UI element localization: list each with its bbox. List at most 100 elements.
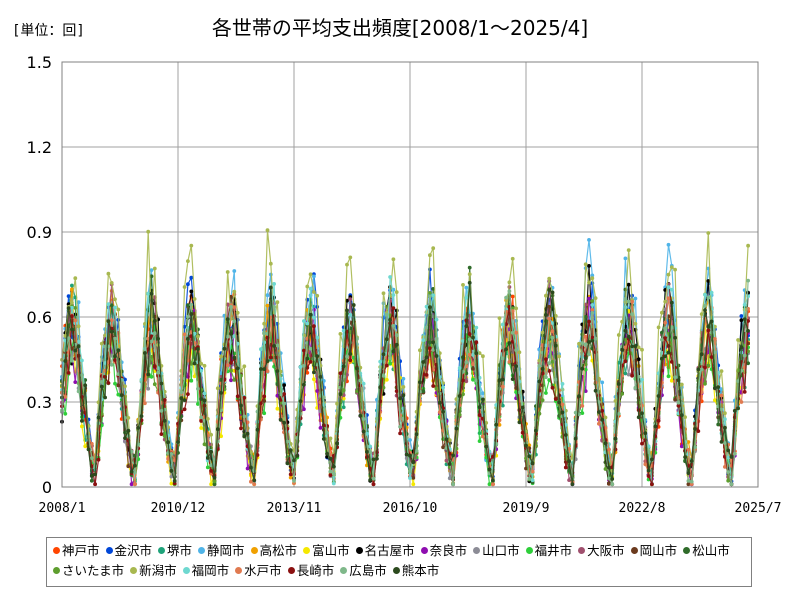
data-point — [477, 413, 482, 417]
data-point — [176, 440, 180, 444]
data-point — [640, 411, 644, 416]
data-point — [288, 472, 293, 477]
data-point — [626, 334, 631, 339]
data-point — [308, 346, 313, 351]
data-point — [547, 378, 552, 382]
data-point — [308, 360, 313, 364]
data-point — [719, 369, 724, 373]
data-point — [742, 317, 747, 322]
data-point — [63, 359, 68, 363]
data-point — [428, 346, 432, 351]
data-point — [189, 361, 194, 366]
data-point — [219, 354, 224, 359]
data-point — [444, 437, 449, 442]
x-tick-label: 2008/1 — [39, 501, 86, 516]
data-point — [746, 329, 750, 333]
data-point — [636, 415, 641, 420]
legend-label: 神戸市 — [62, 543, 100, 558]
data-point — [411, 482, 416, 487]
data-point — [534, 428, 538, 433]
data-point — [464, 295, 469, 300]
data-point — [593, 388, 598, 393]
data-point — [431, 347, 436, 352]
data-point — [252, 482, 257, 487]
data-point — [481, 354, 485, 359]
data-point — [172, 479, 177, 483]
data-point — [328, 469, 333, 474]
data-point — [179, 390, 184, 395]
data-point — [152, 382, 157, 387]
data-point — [249, 465, 253, 470]
data-point — [338, 332, 343, 336]
data-point — [428, 305, 432, 309]
data-point — [742, 302, 747, 307]
data-point — [732, 451, 737, 456]
data-point — [129, 482, 134, 487]
data-point — [623, 345, 628, 350]
data-point — [361, 429, 366, 434]
data-point — [666, 242, 671, 247]
data-point — [70, 358, 74, 363]
data-point — [136, 426, 141, 430]
data-point — [278, 418, 283, 422]
data-point — [262, 394, 267, 399]
data-point — [106, 381, 111, 385]
data-point — [212, 479, 217, 484]
data-point — [563, 465, 568, 470]
data-point — [736, 406, 740, 411]
data-point — [235, 310, 240, 315]
data-point — [547, 316, 552, 321]
data-point — [716, 385, 721, 389]
legend-label: 山口市 — [482, 543, 520, 558]
data-point — [703, 381, 707, 386]
data-point — [381, 291, 386, 296]
data-point — [623, 371, 628, 376]
data-point — [76, 324, 81, 329]
data-point — [633, 296, 638, 301]
data-point — [196, 402, 200, 406]
data-point — [394, 333, 399, 338]
data-point — [272, 282, 276, 286]
data-point — [106, 319, 111, 324]
legend-label: 金沢市 — [114, 543, 153, 558]
data-point — [162, 434, 167, 438]
data-point — [686, 479, 691, 483]
data-point — [73, 276, 78, 281]
legend-item: 高松市 — [250, 541, 297, 561]
data-point — [318, 426, 323, 430]
data-point — [255, 427, 260, 432]
data-point — [699, 312, 704, 316]
data-point — [640, 377, 644, 382]
data-point — [630, 373, 634, 378]
data-point — [378, 385, 383, 390]
data-point — [567, 459, 571, 464]
data-point — [544, 391, 548, 395]
data-point — [550, 290, 555, 295]
data-point — [726, 448, 731, 453]
data-point — [520, 405, 525, 410]
data-point — [312, 274, 316, 279]
data-point — [252, 478, 257, 483]
data-point — [500, 403, 505, 408]
data-point — [660, 337, 664, 342]
data-point — [285, 439, 290, 444]
data-point — [474, 325, 479, 330]
data-point — [713, 337, 717, 341]
legend-label: 静岡市 — [207, 543, 245, 558]
data-point — [729, 455, 734, 459]
data-point — [302, 407, 306, 412]
data-point — [225, 270, 230, 274]
data-point — [156, 336, 161, 341]
data-point — [461, 339, 465, 343]
data-point — [540, 398, 545, 402]
data-point — [398, 424, 402, 429]
data-point — [663, 336, 668, 341]
data-point — [544, 313, 548, 317]
data-point — [232, 269, 237, 273]
legend-label: 福岡市 — [191, 563, 230, 578]
data-point — [235, 394, 240, 399]
data-point — [669, 360, 674, 364]
data-point — [113, 354, 117, 359]
data-point — [421, 360, 426, 364]
data-point — [437, 410, 442, 414]
